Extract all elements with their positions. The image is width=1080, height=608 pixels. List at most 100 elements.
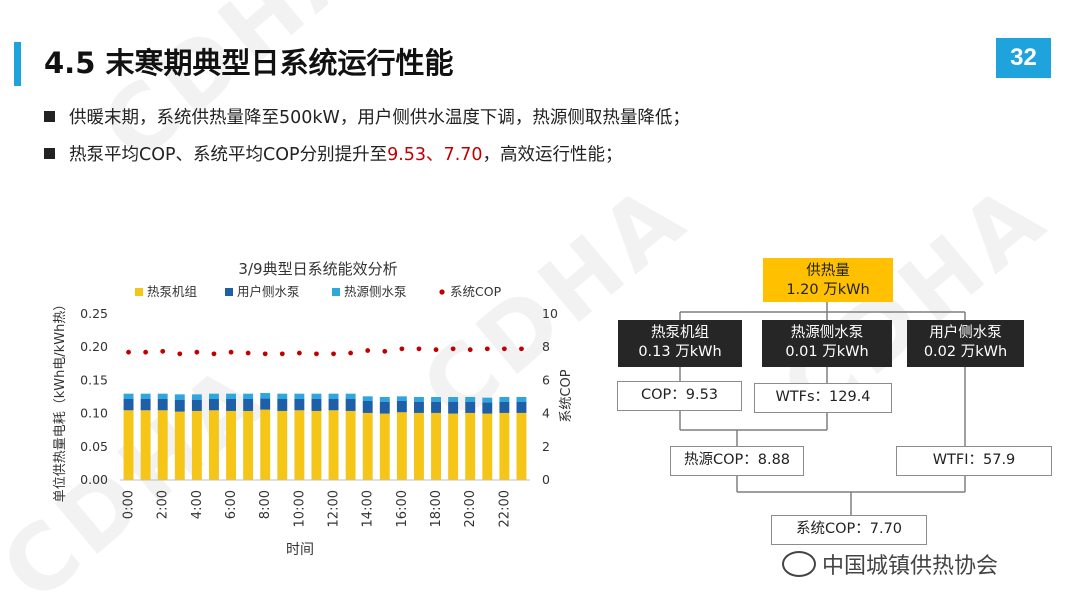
energy-efficiency-chart: 3/9典型日系统能效分析 热泵机组 用户侧水泵 热源侧水泵 系统COP 0.000.0… (53, 260, 574, 558)
y2-tick-label: 8 (542, 339, 550, 354)
x-axis-label: 时间 (286, 542, 314, 558)
y-tick-label: 0.10 (80, 406, 108, 421)
legend-label: 热源侧水泵 (344, 284, 407, 299)
user-pump-box: 用户侧水泵 0.02 万kWh (907, 320, 1024, 367)
bar-segment (123, 398, 134, 411)
cop-point (211, 351, 217, 357)
cop-point (484, 346, 490, 352)
cop-point (296, 350, 302, 356)
chart-title: 3/9典型日系统能效分析 (238, 260, 397, 278)
bar-segment (209, 410, 219, 480)
bar-segment (345, 393, 356, 399)
bar-segment (140, 410, 151, 480)
bar-segment (482, 413, 493, 480)
bar-segment (431, 401, 441, 413)
bar-segment (209, 393, 219, 399)
bar-segment (431, 397, 441, 402)
bar-segment (362, 412, 373, 480)
bar-segment (482, 402, 493, 414)
x-tick-label: 14:00 (361, 490, 376, 527)
bar-segment (157, 398, 168, 411)
bar-segment (328, 398, 339, 411)
bar-segment (431, 412, 441, 480)
y-tick-label: 0.00 (80, 472, 108, 487)
bar-segment (328, 410, 339, 480)
square-bullet-icon (44, 148, 55, 159)
cop-point (382, 348, 388, 354)
source-cop-box: 热源COP：8.88 (670, 446, 804, 476)
bar-segment (174, 411, 185, 480)
bar-segment (157, 410, 168, 480)
bar-segment (294, 393, 305, 399)
bar-segment (174, 399, 185, 412)
bar-segment (362, 396, 373, 401)
bar-segment (174, 394, 185, 400)
bar-segment (140, 393, 151, 399)
x-tick-label: 0:00 (122, 490, 137, 519)
source-pump-box: 热源侧水泵 0.01 万kWh (762, 320, 892, 367)
x-tick-label: 20:00 (463, 490, 478, 527)
cop-point (279, 351, 285, 357)
y2-tick-label: 0 (542, 472, 550, 487)
bar-segment (499, 401, 510, 413)
wtfi-box: WTFI：57.9 (896, 446, 1052, 476)
legend-label: 热泵机组 (147, 284, 197, 299)
y-tick-label: 0.05 (80, 439, 108, 454)
y2-tick-label: 4 (542, 406, 550, 421)
y2-tick-label: 2 (542, 439, 550, 454)
x-tick-label: 4:00 (190, 490, 205, 519)
cop-point (450, 346, 456, 352)
bar-segment (396, 400, 407, 413)
cop-point (262, 351, 268, 357)
heat-pump-box: 热泵机组 0.13 万kWh (618, 320, 742, 367)
cop-point (228, 349, 234, 355)
bar-segment (277, 393, 288, 399)
cop-point (143, 349, 149, 355)
legend-label: 用户侧水泵 (237, 284, 300, 299)
bar-segment (277, 410, 288, 480)
bar-segment (260, 398, 271, 410)
cop-point (160, 348, 166, 354)
bar-segment (448, 401, 459, 414)
heat-pump-value: 0.13 万kWh (638, 344, 722, 360)
bar-segment (157, 393, 168, 399)
bar-segment (345, 410, 356, 480)
bullet-2: 热泵平均COP、系统平均COP分别提升至9.53、7.70，高效运行性能； (44, 141, 623, 166)
bar-segment (448, 397, 459, 402)
bar-segment (396, 412, 407, 480)
x-tick-label: 22:00 (497, 490, 512, 527)
source-pump-label: 热源侧水泵 (790, 325, 864, 341)
bar-segment (465, 412, 476, 480)
bar-segment (448, 413, 459, 480)
cop-point (245, 350, 251, 356)
page-number-badge: 32 (996, 38, 1051, 78)
wtfs-box: WTFs：129.4 (754, 383, 892, 413)
bar-segment (191, 394, 202, 400)
bar-segment (516, 412, 527, 480)
cop-point (126, 349, 131, 355)
cop-point (433, 347, 439, 353)
y2-tick-label: 10 (542, 306, 558, 321)
cop-point (194, 349, 200, 355)
chart-legend: 热泵机组 用户侧水泵 热源侧水泵 系统COP (135, 284, 502, 299)
y2-axis-label: 系统COP (559, 369, 574, 422)
legend-label: 系统COP (450, 284, 502, 299)
bar-segment (379, 401, 390, 414)
bar-segment (482, 397, 493, 403)
bullet-1-text: 供暖末期，系统供热量降至500kW，用户侧供水温度下调，热源侧取热量降低； (69, 108, 690, 128)
bullet-1: 供暖末期，系统供热量降至500kW，用户侧供水温度下调，热源侧取热量降低； (44, 104, 690, 129)
cop-point (399, 346, 405, 352)
bar-segment (243, 393, 254, 399)
x-tick-label: 12:00 (327, 490, 342, 527)
wechat-icon (782, 551, 816, 577)
cop-point (331, 351, 336, 357)
legend-swatch (135, 288, 143, 296)
heat-supply-value: 1.20 万kWh (786, 282, 870, 298)
y-tick-label: 0.25 (80, 306, 108, 321)
footer-logo-text: 中国城镇供热协会 (822, 554, 999, 579)
bar-segment (362, 400, 373, 413)
cop-point (314, 351, 319, 357)
bar-segment (123, 410, 134, 480)
cop-point (365, 348, 371, 353)
heat-pump-label: 热泵机组 (651, 325, 709, 341)
